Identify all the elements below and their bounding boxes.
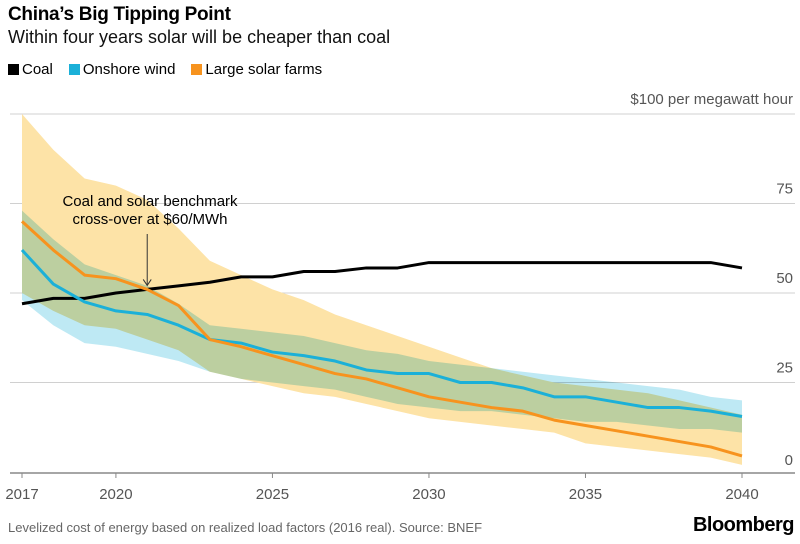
arrow-head-icon: [142, 279, 152, 287]
series-line-coal: [21, 261, 743, 306]
legend-item-coal: Coal: [8, 61, 53, 78]
band-wind: [22, 210, 742, 433]
legend-swatch: [191, 64, 203, 75]
legend-label: Coal: [22, 61, 53, 78]
x-tick-label: 2017: [5, 486, 38, 503]
y-tick-label: 0: [785, 452, 793, 469]
chart-title: China’s Big Tipping Point: [8, 4, 231, 25]
legend-label: Large solar farms: [205, 61, 323, 78]
x-tick-label: 2020: [99, 486, 132, 503]
chart-subtitle: Within four years solar will be cheaper …: [8, 27, 391, 47]
x-tick-label: 2030: [412, 486, 445, 503]
y-tick-label: $100 per megawatt hour: [630, 91, 793, 108]
legend-label: Onshore wind: [82, 61, 176, 78]
y-tick-label: 50: [776, 270, 793, 287]
x-tick-label: 2035: [569, 486, 602, 503]
legend-swatch: [68, 64, 80, 75]
annotation-text: Coal and solar benchmark: [62, 193, 238, 210]
bloomberg-logo: Bloomberg: [692, 514, 795, 536]
legend: Coal Onshore wind Large solar farms: [8, 61, 322, 78]
legend-swatch: [8, 64, 19, 75]
x-tick-label: 2025: [256, 486, 289, 503]
y-tick-label: 75: [776, 181, 793, 198]
legend-item-wind: Onshore wind: [68, 61, 176, 78]
series-line-solar: [20, 220, 743, 458]
legend-item-solar: Large solar farms: [191, 61, 322, 78]
series-line-wind: [20, 249, 743, 418]
y-tick-label: 25: [776, 360, 793, 377]
x-tick-label: 2040: [725, 486, 758, 503]
annotation-text: cross-over at $60/MWh: [72, 211, 227, 228]
source-note: Levelized cost of energy based on realiz…: [8, 520, 483, 535]
